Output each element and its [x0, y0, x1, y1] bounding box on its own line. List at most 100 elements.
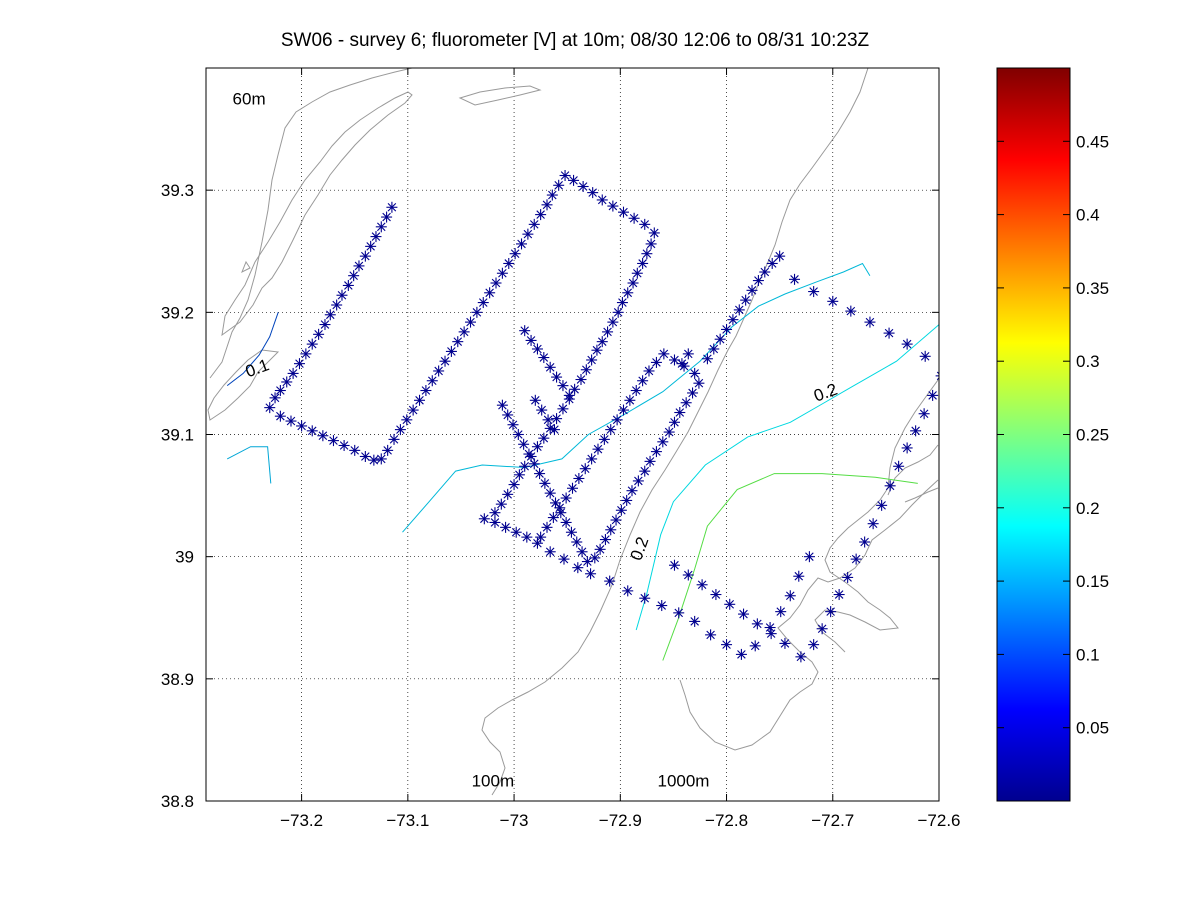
track-marker — [531, 537, 543, 549]
x-tick-label: −72.7 — [811, 811, 854, 830]
track-marker — [693, 377, 705, 389]
track-marker — [631, 267, 643, 279]
track-marker — [573, 472, 585, 484]
track-marker — [893, 460, 905, 472]
track-marker — [775, 606, 787, 618]
track-marker — [510, 526, 522, 538]
track-marker — [386, 201, 398, 213]
contour-line-0.25 — [662, 473, 918, 661]
track-marker — [359, 450, 371, 462]
track-marker — [535, 531, 547, 543]
track-marker — [541, 521, 553, 533]
track-marker — [317, 430, 329, 442]
track-marker — [528, 218, 540, 230]
track-marker — [624, 394, 636, 406]
track-marker — [884, 480, 896, 492]
track-marker — [673, 607, 685, 619]
track-marker — [586, 354, 598, 366]
shelf-fragment-c — [458, 85, 542, 106]
track-marker — [650, 446, 662, 458]
colorbar — [997, 68, 1070, 801]
track-marker — [637, 257, 649, 269]
track-marker — [496, 399, 508, 411]
track-marker — [306, 338, 318, 350]
track-marker — [701, 353, 713, 365]
track-marker — [586, 453, 598, 465]
track-marker — [845, 305, 857, 317]
track-marker — [901, 338, 913, 350]
track-marker — [458, 326, 470, 338]
track-marker — [591, 344, 603, 356]
colorbar-tick-label: 0.4 — [1076, 206, 1100, 225]
track-marker — [338, 439, 350, 451]
track-marker — [531, 441, 543, 453]
track-marker — [551, 413, 563, 425]
track-marker — [919, 350, 931, 362]
track-marker — [749, 640, 761, 652]
track-marker — [490, 277, 502, 289]
track-marker — [604, 575, 616, 587]
axis-ticks: −73.2 −73.1 −73 −72.9 −72.8 −72.7 −72.6 38.8 38.… — [161, 68, 961, 830]
track-marker — [553, 179, 565, 191]
track-marker — [687, 387, 699, 399]
track-marker — [630, 385, 642, 397]
track-marker — [850, 553, 862, 565]
track-marker — [544, 487, 556, 499]
track-marker — [621, 494, 633, 506]
track-marker — [336, 289, 348, 301]
track-marker — [274, 410, 286, 422]
track-marker — [281, 376, 293, 388]
track-marker — [721, 639, 733, 651]
track-marker — [650, 356, 662, 368]
track-marker — [496, 267, 508, 279]
track-marker — [607, 200, 619, 212]
track-marker — [420, 385, 432, 397]
track-marker — [544, 361, 556, 373]
track-marker — [559, 170, 571, 182]
track-marker — [611, 414, 623, 426]
track-marker — [534, 468, 546, 480]
track-marker — [519, 460, 531, 472]
track-marker — [327, 435, 339, 447]
track-marker — [639, 592, 651, 604]
track-marker — [605, 424, 617, 436]
track-marker — [365, 240, 377, 252]
track-marker — [538, 432, 550, 444]
track-marker — [721, 323, 733, 335]
track-marker — [509, 248, 521, 260]
track-marker — [495, 498, 507, 510]
colorbar-tick-label: 0.2 — [1076, 499, 1100, 518]
track-marker — [643, 365, 655, 377]
track-marker — [557, 380, 569, 392]
track-marker — [668, 559, 680, 571]
x-tick-label: −73.1 — [386, 811, 429, 830]
track-marker — [596, 194, 608, 206]
track-marker — [563, 389, 575, 401]
track-marker — [639, 465, 651, 477]
track-marker — [682, 348, 694, 360]
track-marker — [324, 309, 336, 321]
track-marker — [426, 375, 438, 387]
track-marker — [615, 504, 627, 516]
isobath-label: 60m — [233, 90, 266, 109]
track-marker — [478, 513, 490, 525]
track-marker — [599, 534, 611, 546]
track-marker — [353, 260, 365, 272]
colorbar-tick-label: 0.45 — [1076, 132, 1109, 151]
track-marker — [349, 444, 361, 456]
track-marker — [918, 408, 930, 420]
track-marker — [901, 442, 913, 454]
track-marker — [680, 397, 692, 409]
track-marker — [579, 463, 591, 475]
track-marker — [580, 364, 592, 376]
isobath-label: 100m — [472, 771, 515, 790]
colorbar-tick-label: 0.25 — [1076, 426, 1109, 445]
track-marker — [285, 415, 297, 427]
y-tick-label: 39 — [175, 548, 194, 567]
contour-line-0.15 — [226, 446, 272, 484]
x-tick-label: −73 — [500, 811, 529, 830]
track-marker — [676, 358, 688, 370]
track-marker — [471, 306, 483, 318]
track-marker — [589, 552, 601, 564]
track-marker — [784, 590, 796, 602]
